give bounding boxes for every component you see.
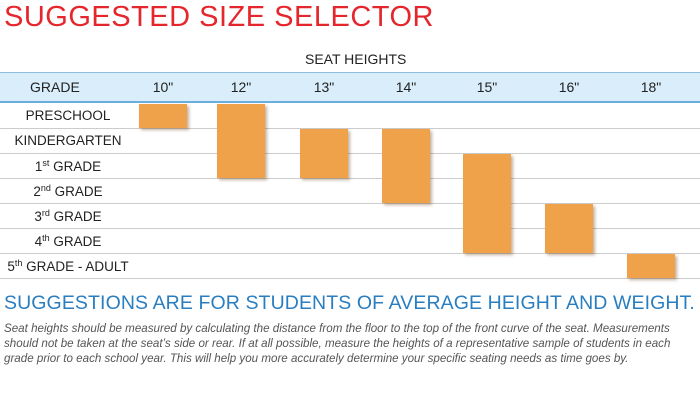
grade-row-label: KINDERGARTEN [14, 133, 122, 148]
seat-height-header: 13" [313, 79, 335, 95]
row-divider [0, 128, 700, 129]
seat-height-header: 12" [230, 79, 252, 95]
suggestion-bar [382, 129, 430, 203]
row-divider [0, 228, 700, 229]
grade-row-label: 3rd GRADE [34, 208, 102, 224]
grade-row-label: 5th GRADE - ADULT [7, 258, 129, 274]
seat-height-header: 10" [152, 79, 174, 95]
suggestion-bar [627, 254, 675, 278]
seat-height-header: 15" [476, 79, 498, 95]
grade-row-label: 4th GRADE [34, 233, 102, 249]
measurement-instructions: Seat heights should be measured by calcu… [4, 322, 671, 365]
suggestion-bar [300, 129, 348, 178]
suggestion-bar [139, 104, 187, 128]
grade-row-label: PRESCHOOL [25, 108, 111, 123]
seat-height-header: 16" [558, 79, 580, 95]
grade-row-label: 1st GRADE [34, 158, 102, 174]
grade-column-header: GRADE [30, 79, 80, 95]
row-divider [0, 253, 700, 254]
grade-row-label: 2nd GRADE [33, 183, 103, 199]
suggestion-bar [463, 154, 511, 253]
seat-height-header: 14" [395, 79, 417, 95]
seat-heights-label: SEAT HEIGHTS [305, 51, 407, 67]
suggestion-bar [545, 204, 593, 253]
page-title: SUGGESTED SIZE SELECTOR [4, 1, 434, 33]
row-divider [0, 203, 700, 204]
seat-height-header: 18" [640, 79, 662, 95]
suggestion-bar [217, 104, 265, 178]
row-divider [0, 153, 700, 154]
table-header-band [0, 72, 700, 103]
row-divider [0, 178, 700, 179]
header-divider [0, 101, 700, 103]
row-divider [0, 278, 700, 279]
suggestions-heading: SUGGESTIONS ARE FOR STUDENTS OF AVERAGE … [4, 292, 695, 314]
